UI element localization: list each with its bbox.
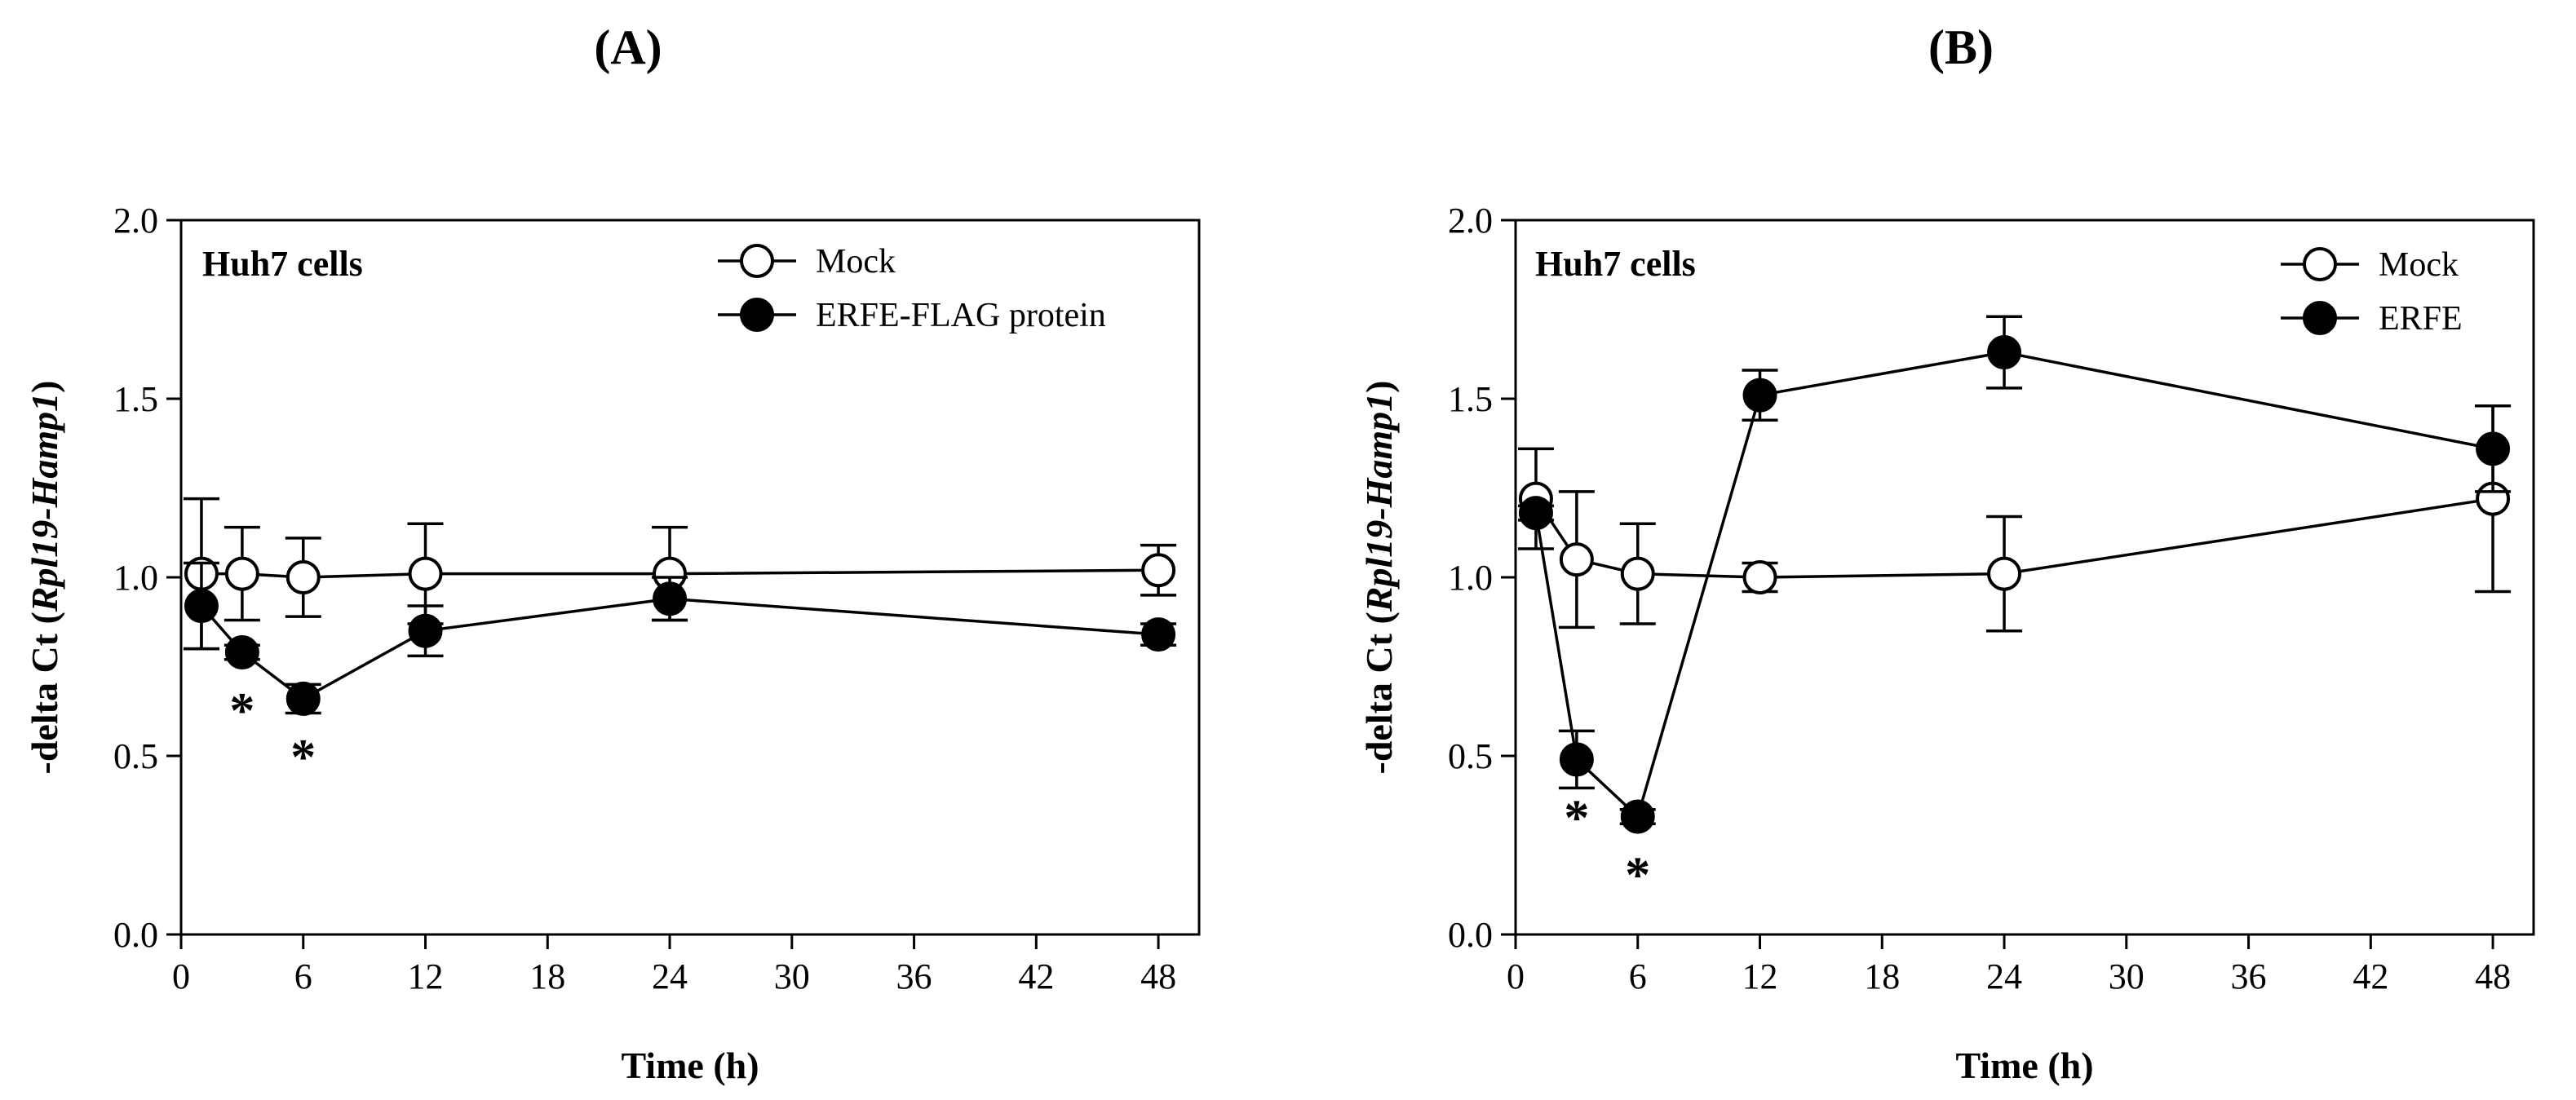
series-line-1	[200, 597, 1159, 701]
data-point-filled	[2476, 431, 2511, 466]
y-tick-label: 1.5	[1448, 379, 1493, 419]
y-axis-title: -delta Ct (Rpl19-Hamp1)	[1358, 381, 1400, 775]
data-point-filled	[1620, 799, 1655, 834]
significance-star: *	[1625, 847, 1650, 903]
data-point-filled	[408, 613, 443, 648]
data-point-open	[224, 556, 259, 591]
data-point-open	[285, 560, 321, 594]
legend-label: ERFE	[2379, 300, 2463, 338]
y-axis-title-suffix: )	[1358, 381, 1400, 393]
y-axis-title-prefix: -delta Ct (	[24, 612, 65, 774]
x-tick-label: 18	[529, 956, 565, 996]
y-tick-label: 1.0	[113, 558, 158, 598]
x-tick-label: 30	[774, 956, 810, 996]
panel-label: (B)	[1928, 20, 1994, 74]
y-tick-label: 0.0	[113, 915, 158, 955]
data-point-filled	[1518, 496, 1553, 531]
x-tick-label: 36	[896, 956, 932, 996]
legend-marker	[2303, 301, 2337, 335]
x-tick-label: 0	[1507, 956, 1525, 996]
x-tick-label: 36	[2231, 956, 2267, 996]
y-tick-label: 0.0	[1448, 915, 1493, 955]
y-tick-label: 2.0	[1448, 201, 1493, 241]
x-tick-label: 48	[2475, 956, 2511, 996]
panel-annotation: Huh7 cells	[1535, 244, 1696, 284]
data-point-open	[1559, 542, 1594, 577]
y-axis-title-gene: Rpl19-Hamp1	[1358, 393, 1400, 612]
x-tick-label: 6	[294, 956, 312, 996]
x-tick-label: 18	[1864, 956, 1900, 996]
x-tick-label: 12	[1742, 956, 1778, 996]
legend-label: Mock	[816, 243, 896, 281]
data-point-open	[1742, 560, 1777, 594]
x-tick-label: 42	[1018, 956, 1054, 996]
y-axis-title-suffix: )	[24, 381, 65, 393]
data-point-open	[408, 556, 443, 591]
legend-marker	[740, 244, 774, 278]
legend-marker	[740, 298, 774, 332]
x-axis-title: Time (h)	[621, 1045, 759, 1086]
chart-panel-0: (A) 0.0 0.5 1.0 1.5 2.0 0 6 12 18 24 30 36 42 48 Time (…	[24, 20, 1201, 1086]
x-tick-label: 30	[2109, 956, 2144, 996]
data-point-filled	[184, 589, 219, 624]
y-tick-label: 2.0	[113, 201, 158, 241]
y-tick-label: 1.5	[113, 379, 158, 419]
chart-panel-1: (B) 0.0 0.5 1.0 1.5 2.0 0 6 12 18 24 30 36 42 48 Time (…	[1358, 20, 2535, 1086]
data-point-open	[1987, 556, 2022, 591]
significance-star: *	[229, 683, 255, 739]
series-line-1	[1534, 351, 2494, 819]
y-tick-label: 0.5	[113, 736, 158, 776]
data-point-filled	[653, 581, 688, 616]
y-tick-label: 0.5	[1448, 736, 1493, 776]
data-point-filled	[1559, 742, 1594, 777]
x-tick-label: 24	[652, 956, 688, 996]
y-tick-label: 1.0	[1448, 558, 1493, 598]
legend-label: ERFE-FLAG protein	[816, 297, 1106, 334]
panel-annotation: Huh7 cells	[202, 244, 363, 284]
x-tick-label: 0	[172, 956, 190, 996]
data-point-open	[1620, 556, 1655, 591]
significance-star: *	[290, 730, 316, 785]
data-point-filled	[1987, 335, 2022, 370]
data-point-filled	[1742, 378, 1777, 413]
y-axis-title-gene: Rpl19-Hamp1	[24, 393, 65, 612]
x-tick-label: 24	[1986, 956, 2022, 996]
data-point-open	[1141, 553, 1176, 588]
x-tick-label: 12	[408, 956, 444, 996]
significance-star: *	[1564, 790, 1589, 846]
x-tick-label: 6	[1629, 956, 1647, 996]
data-point-filled	[285, 681, 321, 716]
y-axis-title-prefix: -delta Ct (	[1358, 612, 1400, 774]
legend-marker	[2303, 247, 2337, 281]
data-point-filled	[224, 634, 259, 669]
x-tick-label: 48	[1140, 956, 1176, 996]
x-axis-title: Time (h)	[1955, 1045, 2093, 1086]
data-point-filled	[1141, 617, 1176, 652]
legend-label: Mock	[2379, 246, 2459, 284]
panel-label: (A)	[594, 20, 662, 74]
x-tick-label: 42	[2352, 956, 2388, 996]
y-axis-title: -delta Ct (Rpl19-Hamp1)	[24, 381, 65, 775]
